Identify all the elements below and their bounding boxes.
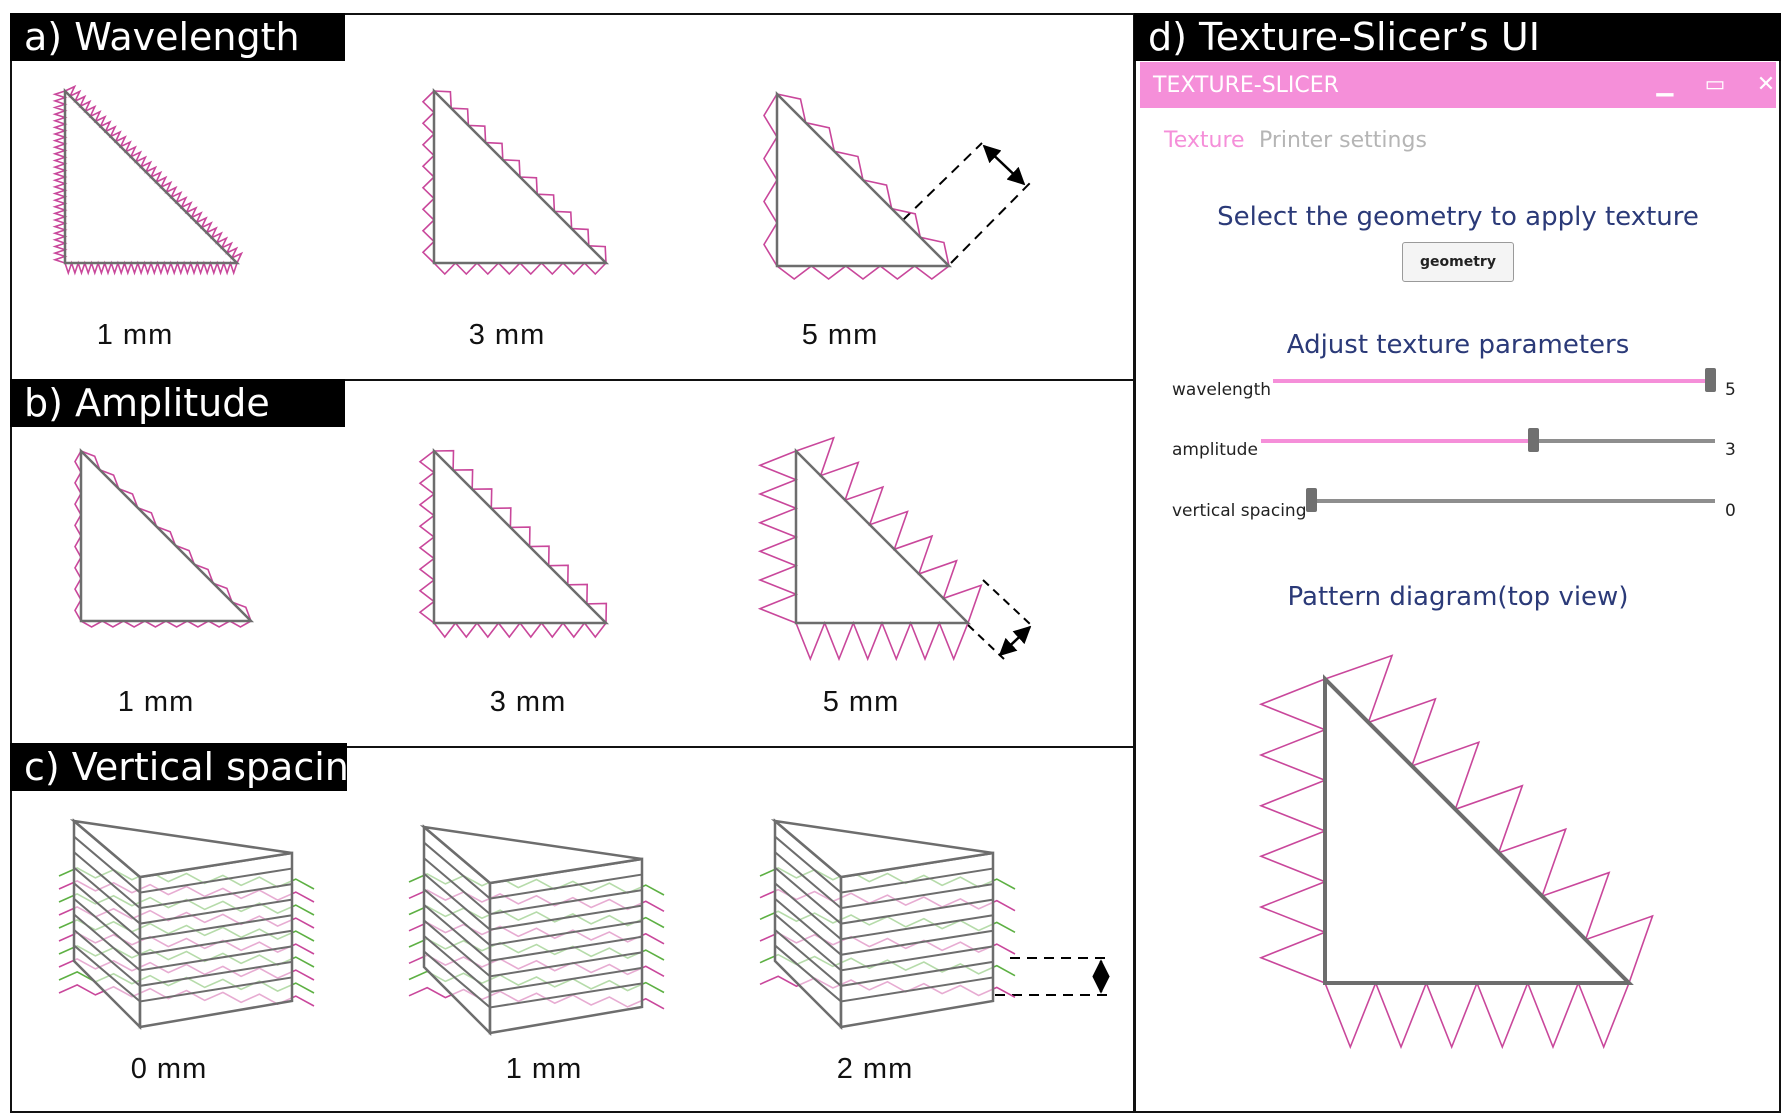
spacing-1mm-stack-front-face <box>490 859 642 1033</box>
amplitude-dimension-arrow <box>968 580 1030 659</box>
pattern-triangle-texture-0 <box>1261 679 1325 983</box>
wavelength-5mm-triangle-outline <box>777 94 949 266</box>
pattern-triangle-texture-1 <box>1325 983 1629 1047</box>
pattern-triangle-outline <box>1325 679 1629 983</box>
wavelength-3mm-triangle-outline <box>434 91 606 263</box>
amplitude-1mm-triangle-outline <box>81 451 251 621</box>
amplitude-5mm-triangle-outline <box>796 451 968 623</box>
wavelength-5mm-triangle-texture-1 <box>777 266 949 279</box>
wavelength-1mm-triangle-texture-1 <box>65 263 237 273</box>
amplitude-5mm-triangle-texture-0 <box>760 451 796 623</box>
amplitude-3mm-triangle <box>420 451 606 637</box>
amplitude-3mm-triangle-outline <box>434 451 606 623</box>
amplitude-5mm-triangle-texture-1 <box>796 623 968 659</box>
wavelength-1mm-triangle-outline <box>65 91 237 263</box>
pattern-diagram <box>1140 62 1776 1111</box>
amplitude-5mm-triangle <box>760 438 981 659</box>
pattern-triangle <box>1261 656 1653 1048</box>
wavelength-1mm-triangle <box>55 87 242 274</box>
spacing-1mm-stack <box>409 827 664 1033</box>
spacing-0mm-stack-front-face <box>140 853 292 1027</box>
spacing-2mm-stack-front-face <box>841 853 993 1027</box>
texture-slicer-window: TEXTURE-SLICER ▁ ▭ ✕ Texture Printer set… <box>1140 62 1776 1111</box>
panel-d-title: d) Texture-Slicer’s UI <box>1134 13 1781 61</box>
wavelength-1mm-triangle-texture-0 <box>55 91 65 263</box>
wavelength-3mm-triangle-texture-1 <box>434 263 606 274</box>
spacing-2mm-stack <box>760 821 1015 1027</box>
spacing-0mm-stack <box>59 821 314 1027</box>
amplitude-3mm-triangle-texture-1 <box>434 623 606 637</box>
amplitude-3mm-triangle-texture-0 <box>420 451 434 623</box>
spacing-dimension-arrow <box>995 958 1107 995</box>
wavelength-5mm-triangle <box>764 94 949 279</box>
amplitude-1mm-triangle <box>75 451 251 627</box>
wavelength-3mm-triangle <box>423 91 606 274</box>
wavelength-5mm-triangle-texture-0 <box>764 94 777 266</box>
wavelength-3mm-triangle-texture-0 <box>423 91 434 263</box>
